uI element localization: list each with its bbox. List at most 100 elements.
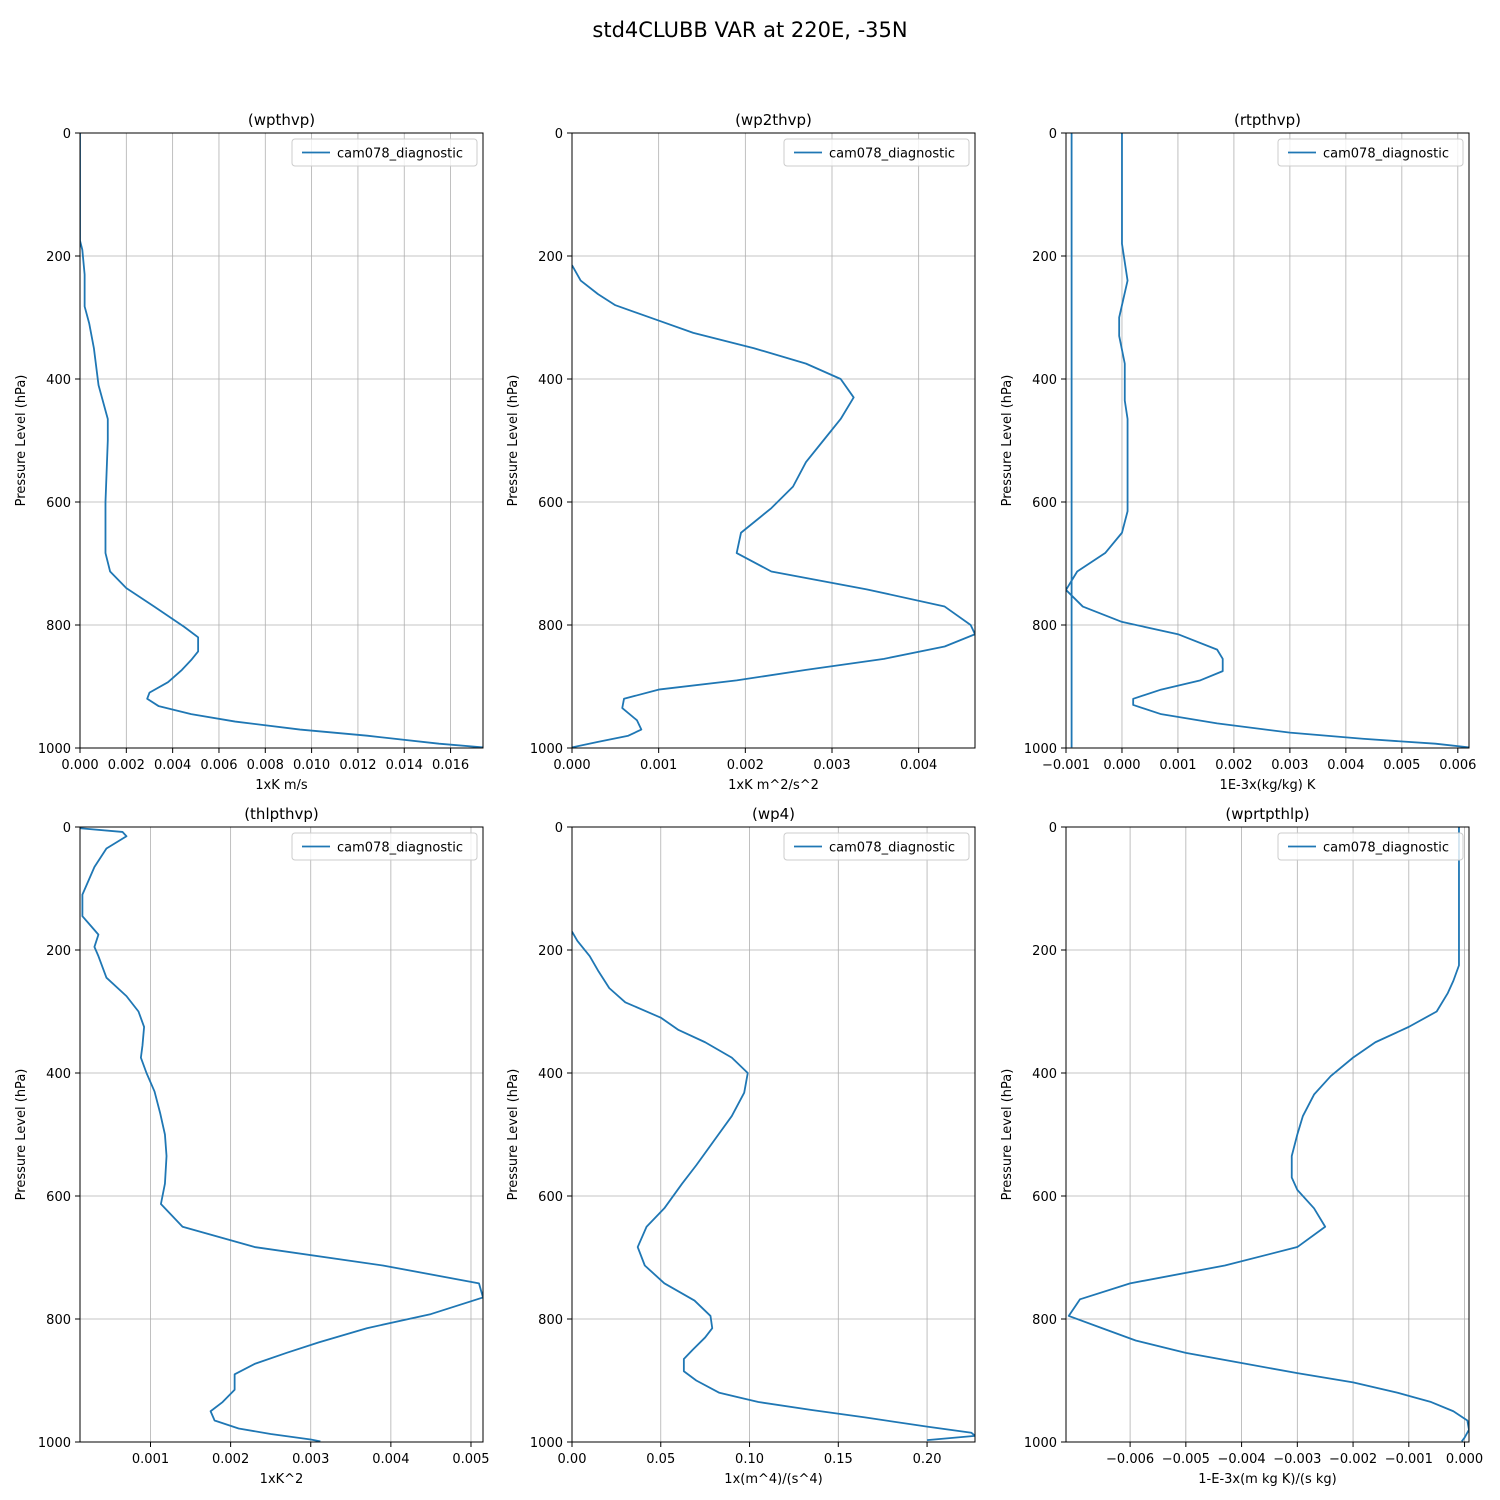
y-tick-label: 0 xyxy=(1049,821,1057,836)
x-tick-label: 0.006 xyxy=(1439,758,1476,773)
y-tick-label: 400 xyxy=(538,373,563,388)
subplot-1: 0.000 0.002 0.004 0.006 0.008 0.010 0.012 0.014… xyxy=(14,111,484,793)
y-tick-label: 1000 xyxy=(38,1436,71,1451)
x-tick-label: −0.001 xyxy=(1042,758,1090,773)
series-line-1 xyxy=(1067,827,1469,1442)
x-tick-label: 0.005 xyxy=(1383,758,1420,773)
x-tick-label: 0.05 xyxy=(646,1452,675,1467)
axes-frame xyxy=(1065,132,1470,749)
x-axis-label: 1xK m/s xyxy=(255,778,308,793)
legend-entry: cam078_diagnostic xyxy=(1323,147,1449,162)
subplot-6: −0.006 −0.005 −0.004 −0.003 −0.002 −0.001 0.00… xyxy=(1000,805,1483,1487)
legend-box xyxy=(1277,138,1464,167)
legend: cam078_diagnostic xyxy=(783,138,970,167)
x-tick-label: 0.004 xyxy=(1327,758,1364,773)
y-tick-label: 200 xyxy=(1032,944,1057,959)
x-tick-label: 0.002 xyxy=(727,758,764,773)
x-tick-label: −0.002 xyxy=(1329,1452,1377,1467)
y-tick-label: 400 xyxy=(46,1067,71,1082)
y-tick-label: 0 xyxy=(63,821,71,836)
legend: cam078_diagnostic xyxy=(783,832,970,861)
y-axis-label: Pressure Level (hPa) xyxy=(14,1069,29,1201)
x-tick-label: 0.008 xyxy=(247,758,284,773)
y-axis-label: Pressure Level (hPa) xyxy=(1000,375,1015,507)
subplot-title: (rtpthvp) xyxy=(1234,111,1301,129)
x-tick-label: 0.014 xyxy=(386,758,423,773)
series-line-1 xyxy=(572,931,975,1442)
y-axis-label: Pressure Level (hPa) xyxy=(14,375,29,507)
x-tick-label: 0.000 xyxy=(61,758,98,773)
series-line-1 xyxy=(572,264,975,748)
x-tick-label: −0.005 xyxy=(1162,1452,1210,1467)
x-tick-label: 0.003 xyxy=(813,758,850,773)
legend: cam078_diagnostic xyxy=(1277,832,1464,861)
y-tick-label: 600 xyxy=(1032,496,1057,511)
subplot-3: −0.001 0.000 0.001 0.002 0.003 0.004 0.005 0.00… xyxy=(1000,111,1476,793)
x-tick-label: 0.004 xyxy=(900,758,937,773)
y-tick-label: 1000 xyxy=(1024,1436,1057,1451)
legend-box xyxy=(291,138,478,167)
y-tick-label: 600 xyxy=(46,496,71,511)
y-tick-label: 400 xyxy=(538,1067,563,1082)
legend-box xyxy=(783,138,970,167)
axes-frame xyxy=(79,826,484,1443)
x-tick-label: 0.15 xyxy=(824,1452,853,1467)
y-tick-label: 200 xyxy=(538,250,563,265)
y-axis-label: Pressure Level (hPa) xyxy=(506,1069,521,1201)
legend-entry: cam078_diagnostic xyxy=(829,147,955,162)
legend: cam078_diagnostic xyxy=(291,138,478,167)
legend-box xyxy=(783,832,970,861)
x-tick-label: 0.004 xyxy=(372,1452,409,1467)
legend-entry: cam078_diagnostic xyxy=(829,841,955,856)
y-tick-label: 0 xyxy=(555,821,563,836)
series-line-1 xyxy=(80,827,483,1442)
series-line-2 xyxy=(1066,133,1469,748)
x-tick-label: 0.016 xyxy=(432,758,469,773)
x-tick-label: 0.003 xyxy=(1271,758,1308,773)
series-line-1 xyxy=(80,133,483,748)
subplot-5: 0.00 0.05 0.10 0.15 0.20 0 200 400 600 800 1000 (wp… xyxy=(506,805,976,1487)
y-tick-label: 0 xyxy=(63,127,71,142)
x-axis-label: 1xK^2 xyxy=(260,1472,304,1487)
subplots: 0.000 0.002 0.004 0.006 0.008 0.010 0.012 0.014… xyxy=(14,111,1483,1487)
y-tick-label: 1000 xyxy=(530,742,563,757)
y-tick-label: 800 xyxy=(1032,1313,1057,1328)
axes-frame xyxy=(79,132,484,749)
y-tick-label: 600 xyxy=(46,1190,71,1205)
y-tick-label: 1000 xyxy=(530,1436,563,1451)
x-tick-label: 0.010 xyxy=(293,758,330,773)
subplot-title: (wp2thvp) xyxy=(735,111,812,129)
subplot-title: (wpthvp) xyxy=(248,111,315,129)
y-tick-label: 800 xyxy=(46,1313,71,1328)
subplot-title: (wprtpthlp) xyxy=(1225,805,1309,823)
x-tick-label: 0.00 xyxy=(558,1452,587,1467)
y-tick-label: 400 xyxy=(46,373,71,388)
y-tick-label: 1000 xyxy=(1024,742,1057,757)
x-tick-label: 0.001 xyxy=(1159,758,1196,773)
y-tick-label: 600 xyxy=(538,496,563,511)
y-tick-label: 800 xyxy=(1032,619,1057,634)
x-tick-label: 0.10 xyxy=(735,1452,764,1467)
y-tick-label: 600 xyxy=(1032,1190,1057,1205)
y-tick-label: 200 xyxy=(46,250,71,265)
x-tick-label: 0.000 xyxy=(1446,1452,1483,1467)
x-tick-label: −0.004 xyxy=(1218,1452,1266,1467)
y-axis-label: Pressure Level (hPa) xyxy=(506,375,521,507)
x-tick-label: 0.002 xyxy=(1215,758,1252,773)
x-tick-label: 0.002 xyxy=(108,758,145,773)
y-tick-label: 1000 xyxy=(38,742,71,757)
legend-entry: cam078_diagnostic xyxy=(337,841,463,856)
x-axis-label: 1E-3x(kg/kg) K xyxy=(1220,778,1316,793)
y-tick-label: 200 xyxy=(1032,250,1057,265)
legend: cam078_diagnostic xyxy=(291,832,478,861)
axes-frame xyxy=(571,826,976,1443)
y-tick-label: 0 xyxy=(1049,127,1057,142)
y-tick-label: 400 xyxy=(1032,1067,1057,1082)
x-tick-label: 0.001 xyxy=(132,1452,169,1467)
x-tick-label: −0.001 xyxy=(1385,1452,1433,1467)
legend-box xyxy=(1277,832,1464,861)
x-tick-label: −0.006 xyxy=(1106,1452,1154,1467)
x-tick-label: 0.002 xyxy=(212,1452,249,1467)
subplot-title: (wp4) xyxy=(752,805,795,823)
